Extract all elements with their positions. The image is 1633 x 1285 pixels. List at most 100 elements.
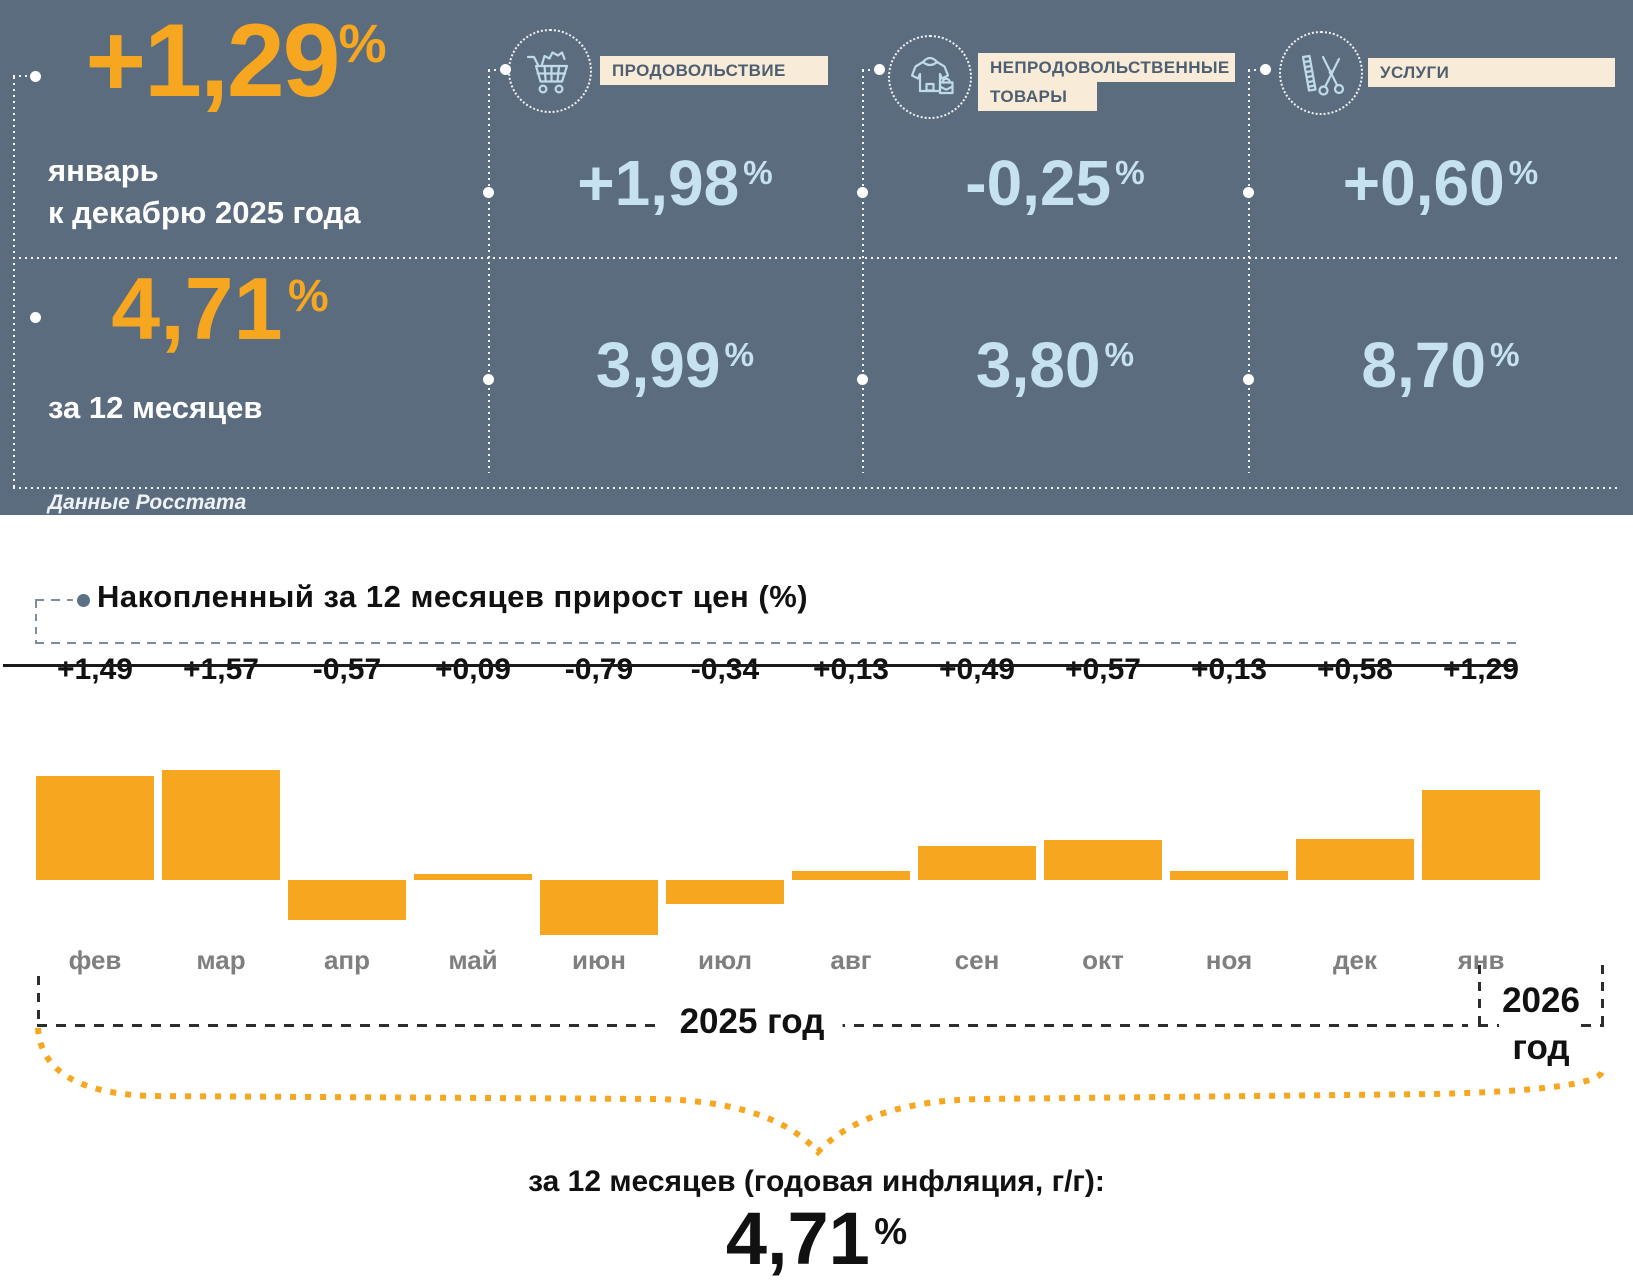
divider [862, 69, 874, 71]
chart-title-bullet [77, 594, 90, 607]
divider [488, 69, 500, 71]
month-label: фев [68, 945, 122, 975]
bar [918, 845, 1036, 880]
chart-value-labels: +1,49 +1,57 -0,57 +0,09 -0,79 -0,34 +0,13 +0,49… [32, 653, 1544, 687]
food-category-label: ПРОДОВОЛЬСТВИЕ [600, 56, 828, 85]
annual-inflation-caption: за 12 месяцев [48, 390, 263, 425]
bullet-dot [483, 374, 494, 385]
bullet-dot [874, 64, 885, 75]
divider [1248, 69, 1260, 71]
bar-cell [662, 730, 788, 945]
bar-cell [1292, 730, 1418, 945]
divider [13, 487, 1617, 489]
bar [162, 770, 280, 880]
month-label: дек [1333, 945, 1377, 975]
percent-sign: % [874, 1210, 908, 1252]
summary-panel: +1,29% январь к декабрю 2025 года 4,71% … [0, 0, 1633, 515]
divider [13, 77, 15, 488]
nonfood-category-icon-circle [888, 35, 972, 119]
bar-cell [788, 730, 914, 945]
bar-value-label: +0,49 [939, 653, 1015, 686]
bar-value-label: +1,49 [57, 653, 133, 686]
bullet-dot [1243, 374, 1254, 385]
bar-value-label: +0,09 [435, 653, 511, 686]
bar [792, 870, 910, 880]
bar-cell [536, 730, 662, 945]
brace-path [35, 1027, 1605, 1157]
headline-caption: январь к декабрю 2025 года [48, 153, 361, 230]
year-bracket-tick [1601, 965, 1604, 1026]
month-label: сен [954, 945, 1000, 975]
bar-value-label: -0,34 [690, 653, 760, 686]
headline-value: +1,29% [85, 3, 387, 119]
bar-value-label: -0,79 [564, 653, 634, 686]
month-label: ноя [1205, 945, 1253, 975]
bullet-dot [500, 64, 511, 75]
food-monthly-value: +1,98% [577, 147, 773, 219]
brace-annotation [35, 1027, 1605, 1157]
divider [13, 257, 1617, 259]
year-2026-label: 2026 [1502, 981, 1580, 1021]
nonfood-category-label: НЕПРОДОВОЛЬСТВЕННЫЕ ТОВАРЫ [978, 53, 1235, 111]
bar-value-label: +0,13 [1191, 653, 1267, 686]
percent-sign: % [338, 14, 387, 75]
year-bracket-tick [37, 976, 40, 1026]
data-source-note: Данные Росстата [48, 491, 247, 514]
percent-sign: % [288, 269, 329, 321]
food-category-icon-circle [508, 29, 592, 113]
month-label: май [448, 945, 498, 975]
divider [35, 601, 37, 642]
bar-value-label: +1,57 [183, 653, 259, 686]
bullet-dot [30, 312, 41, 323]
nonfood-monthly-value: -0,25% [965, 147, 1145, 219]
month-label: мар [196, 945, 246, 975]
bar [1422, 789, 1540, 880]
month-label: авг [830, 945, 872, 975]
comb-scissors-icon [1301, 54, 1345, 96]
bar [414, 873, 532, 880]
month-label: июн [572, 945, 626, 975]
chart-baseline [3, 664, 1516, 667]
nonfood-annual-value: 3,80% [975, 329, 1135, 401]
bar-chart-section: Накопленный за 12 месяцев прирост цен (%… [0, 515, 1633, 1285]
bar-cell [1418, 730, 1544, 945]
bar [1170, 870, 1288, 880]
bar-cell [32, 730, 158, 945]
year-2025-label: 2025 год [661, 1002, 843, 1042]
chart-months: фев мар апр май июн июл авг сен окт ноя дек янв [32, 945, 1544, 976]
bar [36, 775, 154, 880]
month-label: окт [1082, 945, 1124, 975]
bar-cell [1040, 730, 1166, 945]
month-label: июл [697, 945, 753, 975]
divider [862, 70, 864, 473]
year-2026-label: год [1512, 1028, 1570, 1068]
bar-value-label: +1,29 [1443, 653, 1519, 686]
bar [666, 880, 784, 904]
divider [13, 75, 32, 77]
bar [1044, 840, 1162, 880]
bar-cell [284, 730, 410, 945]
bullet-dot [857, 187, 868, 198]
annual-inflation-value: 4,71% [111, 259, 329, 358]
bar [288, 880, 406, 920]
month-label: янв [1457, 945, 1505, 975]
bar-cell [410, 730, 536, 945]
bullet-dot [30, 71, 41, 82]
bar-value-label: +0,57 [1065, 653, 1141, 686]
annual-inflation-big-value: 4,71% [725, 1197, 908, 1280]
divider [1248, 70, 1250, 473]
bullet-dot [1243, 187, 1254, 198]
year-bracket-line [1478, 1024, 1499, 1027]
annual-inflation-label: за 12 месяцев (годовая инфляция, г/г): [528, 1165, 1105, 1198]
chart-title: Накопленный за 12 месяцев прирост цен (%… [97, 579, 809, 614]
services-category-icon-circle [1279, 31, 1363, 115]
bar-value-label: -0,57 [312, 653, 382, 686]
bar-value-label: +0,58 [1317, 653, 1393, 686]
chart-bars [32, 730, 1544, 945]
year-bracket-line [1581, 1024, 1604, 1027]
services-annual-value: 8,70% [1361, 329, 1520, 401]
divider [35, 642, 1522, 644]
divider [35, 599, 73, 601]
bullet-dot [857, 374, 868, 385]
